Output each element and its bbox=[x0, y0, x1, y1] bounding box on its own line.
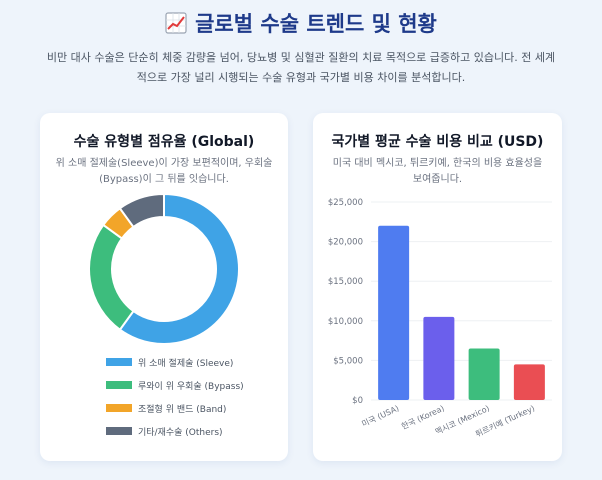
y-tick-label: $20,000 bbox=[328, 238, 363, 248]
chart-increasing-icon bbox=[165, 12, 187, 34]
y-tick-label: $10,000 bbox=[328, 317, 363, 327]
legend-label-4: 기타/재수술 (Others) bbox=[138, 427, 223, 438]
bar-3[interactable] bbox=[468, 348, 500, 400]
y-tick-label: $0 bbox=[352, 396, 363, 406]
page-title: 글로벌 수술 트렌드 및 현황 bbox=[0, 8, 602, 38]
legend-label-1: 위 소매 절제술 (Sleeve) bbox=[138, 357, 233, 369]
legend-swatch-3 bbox=[106, 404, 132, 412]
y-tick-label: $15,000 bbox=[328, 277, 363, 287]
legend-swatch-4 bbox=[106, 427, 132, 435]
legend-label-3: 조절형 위 밴드 (Band) bbox=[138, 403, 226, 415]
legend-label-2: 루와이 위 우회술 (Bypass) bbox=[138, 380, 244, 392]
surgery-type-share-subtitle-line-2: (Bypass)이 그 뒤를 잇습니다. bbox=[99, 174, 229, 185]
page-description-line-1: 비만 대사 수술은 단순히 체중 감량을 넘어, 당뇨병 및 심혈관 질환의 치… bbox=[46, 51, 556, 64]
doughnut-slice-2[interactable] bbox=[88, 223, 135, 332]
surgery-type-share-card: 수술 유형별 점유율 (Global) 위 소매 절제술(Sleeve)이 가장… bbox=[40, 113, 288, 461]
bar-1[interactable] bbox=[378, 225, 410, 400]
country-cost-subtitle: 미국 대비 멕시코, 튀르키예, 한국의 비용 효율성을 보여줍니다. bbox=[325, 156, 550, 188]
y-tick-label: $25,000 bbox=[328, 198, 363, 208]
page-description: 비만 대사 수술은 단순히 체중 감량을 넘어, 당뇨병 및 심혈관 질환의 치… bbox=[24, 48, 578, 88]
surgery-type-share-subtitle-line-1: 위 소매 절제술(Sleeve)이 가장 보편적이며, 우회술 bbox=[55, 158, 273, 169]
x-tick-label-1: 미국 (USA) bbox=[360, 404, 400, 429]
page-title-text: 글로벌 수술 트렌드 및 현황 bbox=[195, 12, 437, 36]
y-tick-label: $5,000 bbox=[333, 356, 363, 366]
country-cost-card: 국가별 평균 수술 비용 비교 (USD) 미국 대비 멕시코, 튀르키예, 한… bbox=[313, 113, 562, 461]
surgery-type-doughnut-chart: 위 소매 절제술 (Sleeve) 루와이 위 우회술 (Bypass) 조절형 위… bbox=[88, 192, 244, 438]
legend-swatch-1 bbox=[106, 358, 132, 366]
country-cost-title: 국가별 평균 수술 비용 비교 (USD) bbox=[331, 134, 544, 150]
country-cost-subtitle-line-2: 보여줍니다. bbox=[412, 174, 463, 185]
doughnut-slice-4[interactable] bbox=[118, 192, 165, 229]
country-cost-bar-chart: $0 $5,000 $10,000 $15,000 $20,000 $25,000 미국 (… bbox=[328, 198, 552, 439]
surgery-type-share-subtitle: 위 소매 절제술(Sleeve)이 가장 보편적이며, 우회술 (Bypass)… bbox=[52, 156, 276, 188]
bar-4[interactable] bbox=[513, 364, 545, 400]
page-description-line-2: 적으로 가장 널리 시행되는 수술 유형과 국가별 비용 차이를 분석합니다. bbox=[136, 71, 466, 84]
legend-swatch-2 bbox=[106, 381, 132, 389]
country-cost-subtitle-line-1: 미국 대비 멕시코, 튀르키예, 한국의 비용 효율성을 bbox=[332, 158, 543, 169]
surgery-type-share-title: 수술 유형별 점유율 (Global) bbox=[73, 134, 255, 150]
bar-2[interactable] bbox=[423, 316, 455, 400]
doughnut-slice-1[interactable] bbox=[118, 192, 240, 345]
